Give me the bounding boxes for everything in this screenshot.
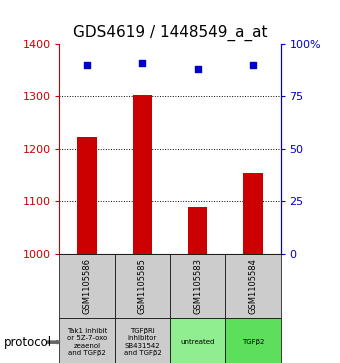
Text: GSM1105586: GSM1105586 xyxy=(83,258,91,314)
Point xyxy=(250,62,256,68)
Point xyxy=(195,66,200,72)
Bar xyxy=(243,172,262,254)
Text: protocol: protocol xyxy=(3,336,52,348)
Bar xyxy=(133,95,152,254)
Title: GDS4619 / 1448549_a_at: GDS4619 / 1448549_a_at xyxy=(73,25,267,41)
Bar xyxy=(78,137,97,254)
Text: Tak1 inhibit
or 5Z-7-oxo
zeaenol
and TGFβ2: Tak1 inhibit or 5Z-7-oxo zeaenol and TGF… xyxy=(67,328,107,356)
Text: GSM1105583: GSM1105583 xyxy=(193,258,202,314)
Text: TGFβRI
inhibitor
SB431542
and TGFβ2: TGFβRI inhibitor SB431542 and TGFβ2 xyxy=(123,328,161,356)
Text: TGFβ2: TGFβ2 xyxy=(242,339,264,345)
Bar xyxy=(188,207,207,254)
Point xyxy=(140,60,145,65)
Text: untreated: untreated xyxy=(181,339,215,345)
Point xyxy=(84,62,90,68)
Text: GSM1105585: GSM1105585 xyxy=(138,258,147,314)
Text: GSM1105584: GSM1105584 xyxy=(249,258,257,314)
